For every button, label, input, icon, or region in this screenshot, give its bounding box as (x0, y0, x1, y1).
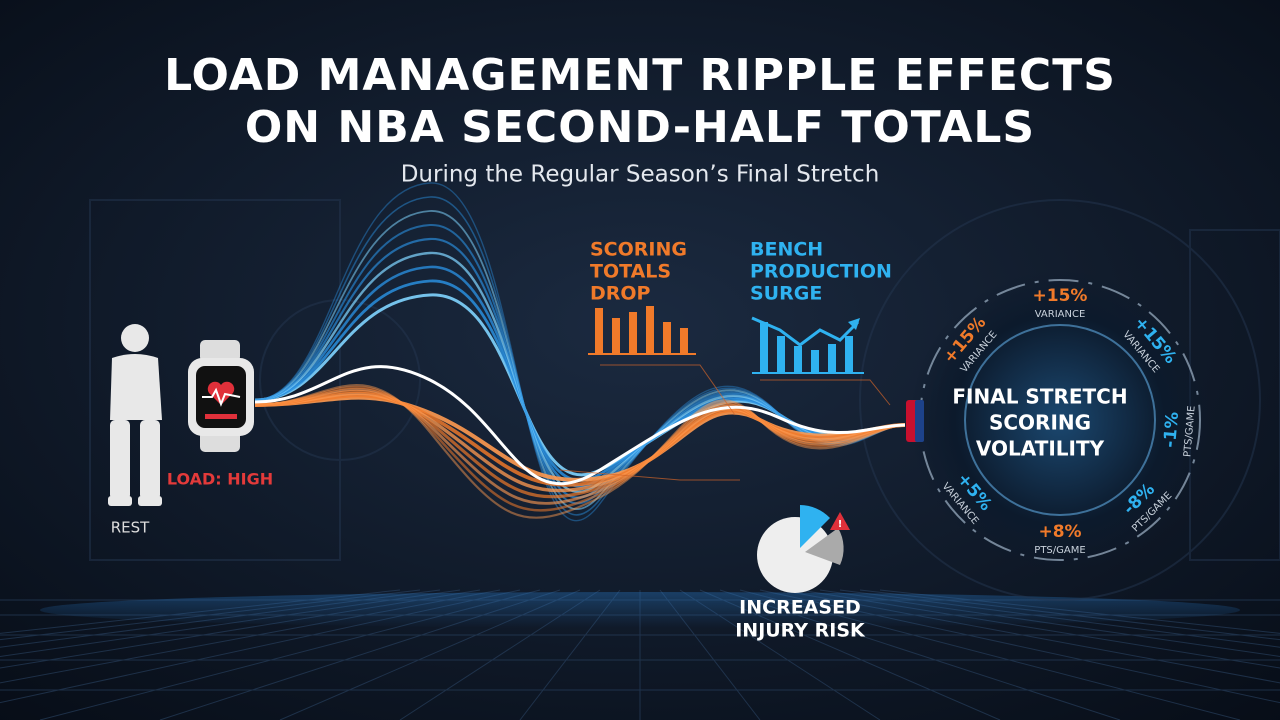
floor-glow (40, 592, 1240, 628)
scoring-bars-icon (588, 306, 696, 355)
callout-text: INJURY RISK (735, 620, 866, 642)
load-label: LOAD: HIGH (167, 470, 273, 489)
callout-text: DROP (590, 283, 651, 305)
metric-label: PTS/GAME (1182, 405, 1197, 457)
callout-text: SURGE (750, 283, 822, 305)
white-wave (254, 365, 906, 486)
metric-value: +8% (1038, 522, 1081, 542)
metric-label: VARIANCE (1035, 309, 1086, 320)
orange-wave (254, 389, 906, 499)
ring-metric: -1% PTS/GAME (1160, 405, 1198, 457)
callout-text: INCREASED (739, 597, 861, 619)
orange-wave (254, 384, 906, 519)
inner-ring (964, 324, 1156, 516)
ripple-waves (254, 182, 906, 522)
metric-label: PTS/GAME (1034, 545, 1085, 556)
orange-wave (254, 386, 906, 512)
metric-value: -1% (1160, 411, 1183, 449)
callout-text: BENCH (750, 239, 823, 261)
callout-text: PRODUCTION (750, 261, 892, 283)
metric-value: +15% (1033, 286, 1088, 306)
player-icon (108, 324, 162, 506)
ring-metric: +8% PTS/GAME (1034, 522, 1085, 556)
bench-bars-icon (751, 316, 864, 374)
callout-text: TOTALS (590, 261, 671, 283)
callout-text: SCORING (590, 239, 687, 261)
ring-metric: +15% VARIANCE (1033, 286, 1088, 320)
subtitle: During the Regular Season’s Final Stretc… (401, 162, 880, 188)
connector-lines (559, 364, 891, 481)
svg-text:!: ! (838, 519, 843, 530)
orange-wave (254, 391, 906, 493)
ring-center-text: FINAL STRETCH (952, 385, 1127, 409)
ring-center-text: SCORING (989, 411, 1091, 435)
watch-icon (188, 340, 254, 452)
orange-wave (254, 387, 906, 505)
league-logo (915, 400, 924, 442)
rest-label: REST (111, 519, 150, 537)
title-line: ON NBA SECOND-HALF TOTALS (245, 102, 1035, 153)
ring-glow (910, 270, 1210, 570)
pie-icon: ! (757, 505, 850, 593)
title-line: LOAD MANAGEMENT RIPPLE EFFECTS (164, 50, 1116, 101)
ring-center-text: VOLATILITY (976, 437, 1105, 461)
